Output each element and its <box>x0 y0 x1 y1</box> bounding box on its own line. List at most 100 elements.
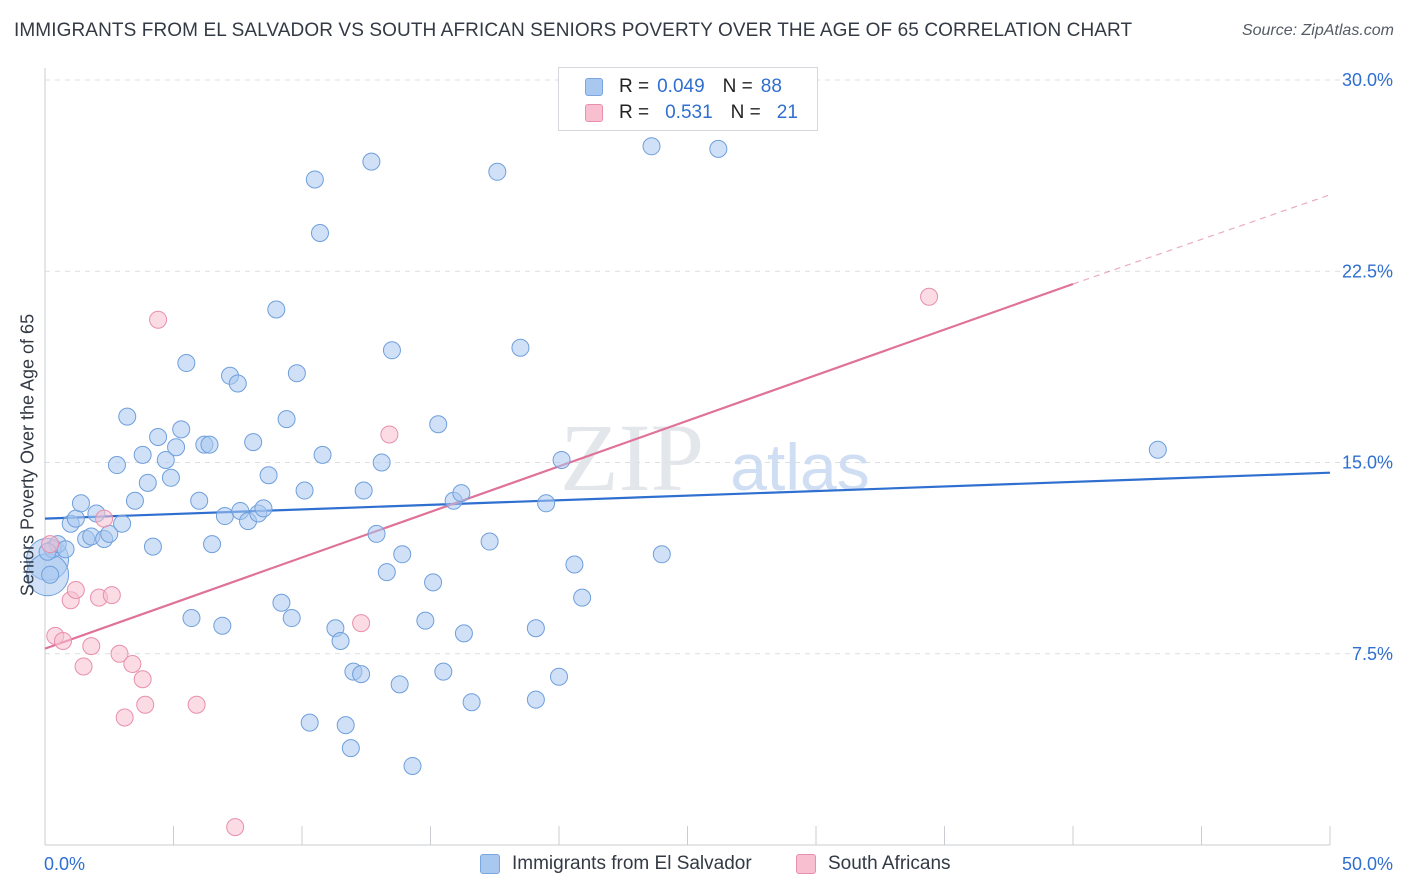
point-south-african <box>66 581 85 599</box>
legend-n-value: 21 <box>776 102 798 123</box>
point-el-salvador <box>182 609 201 628</box>
point-south-african <box>82 637 101 656</box>
legend-row-south-africans: R = 0.531 N = 21 <box>585 101 798 125</box>
data-points <box>26 137 1167 837</box>
point-el-salvador <box>537 494 556 513</box>
legend-swatch-pink <box>585 104 603 122</box>
point-el-salvador <box>172 420 191 439</box>
point-el-salvador <box>267 300 286 319</box>
point-el-salvador <box>161 468 180 487</box>
point-el-salvador <box>526 619 545 638</box>
point-el-salvador <box>526 690 545 709</box>
point-el-salvador <box>244 433 263 452</box>
point-el-salvador <box>118 407 137 426</box>
point-el-salvador <box>125 491 144 510</box>
trend-lines <box>44 194 1331 650</box>
point-el-salvador <box>282 609 301 628</box>
point-el-salvador <box>550 667 568 686</box>
point-el-salvador <box>454 624 473 643</box>
y-tick-label: 30.0% <box>1342 70 1393 90</box>
point-el-salvador <box>200 435 219 454</box>
point-south-african <box>380 425 399 444</box>
point-el-salvador <box>190 491 209 510</box>
point-el-salvador <box>1148 440 1167 459</box>
point-el-salvador <box>452 484 471 503</box>
point-south-african <box>226 818 245 837</box>
point-el-salvador <box>156 450 175 469</box>
point-el-salvador <box>203 535 222 554</box>
legend-n-label: N = <box>730 102 761 123</box>
point-el-salvador <box>393 545 412 564</box>
axes <box>44 68 1331 846</box>
bottom-legend-el-salvador: Immigrants from El Salvador <box>480 852 752 876</box>
point-south-african <box>53 632 72 650</box>
point-el-salvador <box>367 524 386 543</box>
trend-line-south-africans-extension <box>1072 194 1331 285</box>
gridlines <box>45 79 1393 655</box>
point-el-salvador <box>424 573 443 592</box>
bottom-legend-swatch-blue <box>480 854 500 874</box>
point-el-salvador <box>434 662 453 681</box>
x-tick-label: 50.0% <box>1342 854 1393 874</box>
legend-r-value: 0.531 <box>665 102 713 123</box>
point-el-salvador <box>259 466 278 485</box>
bottom-legend-south-africans: South Africans <box>796 852 951 876</box>
point-south-african <box>110 644 129 663</box>
point-el-salvador <box>213 616 232 635</box>
y-tick-label: 7.5% <box>1352 644 1393 664</box>
point-south-african <box>149 310 168 329</box>
point-el-salvador <box>56 540 75 559</box>
point-el-salvador <box>341 739 360 758</box>
bottom-legend-swatch-pink <box>796 854 816 874</box>
point-el-salvador <box>305 170 324 189</box>
point-south-african <box>187 695 206 714</box>
point-el-salvador <box>642 137 661 156</box>
legend-n-value: 88 <box>760 76 782 97</box>
point-el-salvador <box>167 438 186 457</box>
x-tick-label: 0.0% <box>44 854 85 874</box>
point-el-salvador <box>228 374 247 393</box>
point-south-african <box>115 708 134 727</box>
point-el-salvador <box>215 507 234 526</box>
point-el-salvador <box>138 473 157 492</box>
point-el-salvador <box>652 545 671 564</box>
point-el-salvador <box>552 450 571 469</box>
point-el-salvador <box>41 565 60 584</box>
legend-swatch-blue <box>585 78 603 96</box>
point-el-salvador <box>149 428 168 446</box>
point-el-salvador <box>403 756 422 775</box>
point-el-salvador <box>362 152 381 171</box>
point-el-salvador <box>429 415 448 434</box>
bottom-legend-label: Immigrants from El Salvador <box>512 853 752 874</box>
point-south-african <box>352 614 371 633</box>
point-el-salvador <box>254 499 273 518</box>
point-el-salvador <box>709 139 728 158</box>
source-label: Source: ZipAtlas.com <box>1241 22 1394 39</box>
point-el-salvador <box>277 410 296 429</box>
bottom-legend-label: South Africans <box>828 853 951 874</box>
point-el-salvador <box>133 445 152 464</box>
point-el-salvador <box>310 224 329 242</box>
point-el-salvador <box>66 509 85 528</box>
point-el-salvador <box>300 713 319 732</box>
point-el-salvador <box>352 665 371 684</box>
point-el-salvador <box>107 456 126 475</box>
point-south-african <box>123 654 142 673</box>
point-south-african <box>95 509 114 528</box>
point-el-salvador <box>480 532 499 551</box>
point-el-salvador <box>177 354 196 373</box>
stats-legend: R = 0.049 N = 88 R = 0.531 N = 21 <box>558 67 818 131</box>
point-el-salvador <box>295 481 314 500</box>
point-el-salvador <box>573 588 592 607</box>
point-south-african <box>41 535 60 554</box>
y-axis-label: Seniors Poverty Over the Age of 65 <box>17 313 38 597</box>
point-south-african <box>920 287 939 306</box>
y-tick-label: 22.5% <box>1342 261 1393 281</box>
point-el-salvador <box>272 593 291 612</box>
point-el-salvador <box>336 716 355 735</box>
point-el-salvador <box>372 453 391 472</box>
tick-labels: 7.5% 15.0% 22.5% 30.0% 0.0% 50.0% <box>44 70 1393 874</box>
point-el-salvador <box>313 445 332 464</box>
point-el-salvador <box>511 338 530 357</box>
